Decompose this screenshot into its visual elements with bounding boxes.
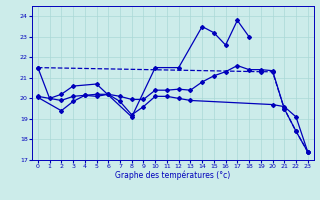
X-axis label: Graphe des températures (°c): Graphe des températures (°c) bbox=[115, 171, 230, 180]
